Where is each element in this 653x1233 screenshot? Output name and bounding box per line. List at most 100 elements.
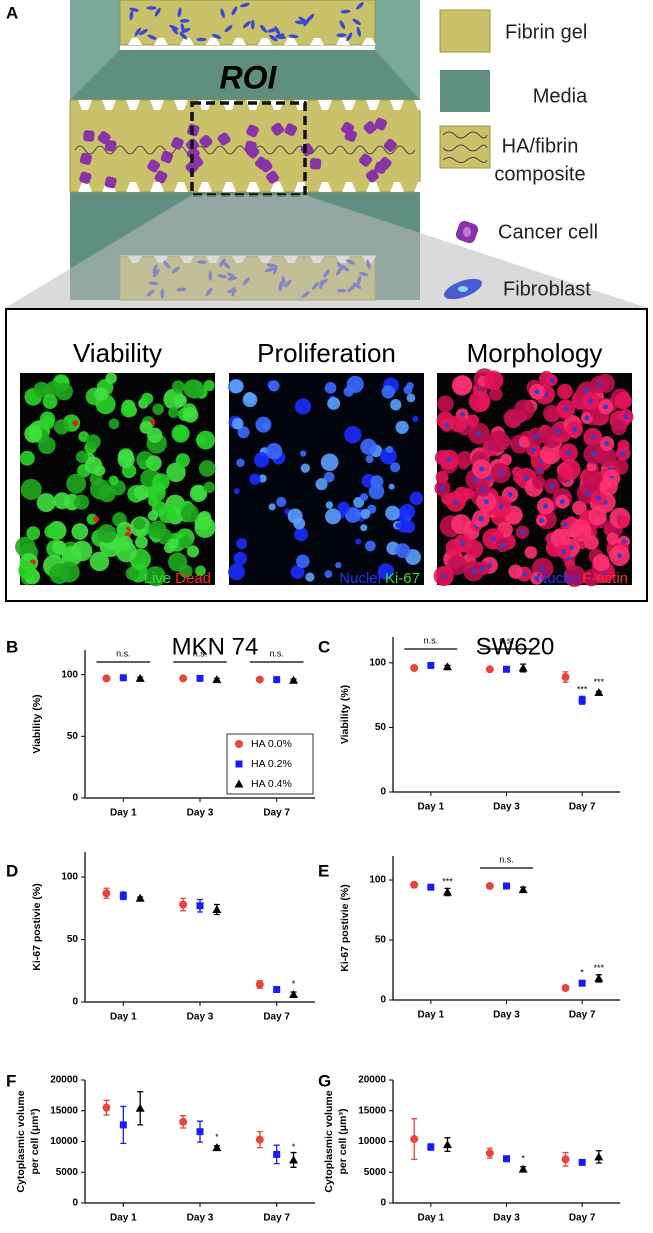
diagram-legend [439,9,491,300]
significance-star: * [521,1154,525,1164]
significance-star: * [292,979,296,989]
panel-letter: E [318,861,329,880]
y-tick-label: 0 [72,793,78,804]
stain-label: Live [144,570,172,587]
legend-label: Cancer cell [498,221,598,243]
x-tick-label: Day 7 [569,1213,596,1224]
data-point [518,885,528,894]
x-tick-label: Day 3 [493,802,520,813]
data-point [255,675,264,684]
y-axis-label: Cytoplasmic volume [15,1090,27,1192]
data-point [485,665,494,674]
chart-panel: G 0 5000 10000 15000 20000 Cytoplasmic volume p… [318,1071,620,1224]
x-tick-label: Day 1 [417,1010,444,1021]
significance-star: * [580,968,584,978]
data-point [119,1121,127,1129]
image-title: Morphology [467,338,603,368]
data-point [273,1150,281,1158]
y-tick-label: 10000 [50,1136,78,1147]
y-tick-label: 0 [380,1198,386,1209]
data-point [427,661,435,669]
panel-letter: G [318,1071,331,1090]
x-tick-label: Day 7 [263,1213,290,1224]
data-point [235,740,243,748]
significance-label: n.s. [424,635,439,645]
data-point [119,892,127,900]
data-point [578,1158,586,1166]
x-tick-label: Day 7 [569,1010,596,1021]
x-tick-label: Day 3 [493,1213,520,1224]
data-point [135,1103,145,1112]
stain-label: Nuclei [339,570,381,587]
significance-star: *** [594,677,605,687]
data-point [255,980,264,989]
data-point [410,664,419,672]
y-tick-label: 5000 [364,1167,387,1178]
x-tick-label: Day 1 [417,802,444,813]
data-point [196,674,204,682]
significance-label: n.s. [499,635,514,645]
y-axis-label: Viability (%) [339,685,351,744]
chart-panel: F 0 5000 10000 15000 20000 Cytoplasmic volume p… [6,1071,315,1224]
x-tick-label: Day 1 [417,1213,444,1224]
y-tick-label: 20000 [358,1075,386,1086]
legend-label: HA/fibrin [502,135,579,157]
data-point [119,674,127,682]
data-point [561,984,570,992]
data-point [196,902,204,910]
data-point [594,973,604,982]
data-point [102,1103,111,1112]
x-tick-label: Day 3 [493,1010,520,1021]
panel-letter: A [6,3,18,22]
x-tick-label: Day 3 [187,808,214,819]
significance-star: *** [594,963,605,973]
data-point [518,663,528,672]
data-point [410,880,419,889]
y-tick-label: 5000 [56,1167,79,1178]
data-point [485,882,494,890]
stain-label: Nuclei [536,570,578,587]
data-point [289,1155,299,1164]
stain-label: Dead [175,570,211,587]
panel-letter: C [318,637,330,656]
panel-letter: F [6,1071,16,1090]
data-point [212,1143,222,1152]
legend-label: HA 0.4% [251,778,292,790]
y-tick-label: 100 [369,875,386,886]
data-point [485,1149,494,1158]
data-point [234,779,244,788]
data-point [179,900,188,909]
roi-label: ROI [220,59,278,95]
data-point [410,1135,419,1144]
stain-label: F-actin [582,570,628,587]
image-title: Proliferation [257,338,396,368]
data-point [235,760,243,768]
chart-panel: C SW620 0 50 100 Viability (%) Day 1 n.s. Day 3 n… [318,633,620,813]
data-point [289,675,299,684]
y-tick-label: 50 [67,934,79,945]
y-tick-label: 15000 [358,1105,386,1116]
legend-label: HA 0.0% [251,738,292,750]
image-title: Viability [73,338,162,368]
chart-panel: B MKN 74 0 50 100 Viability (%) Day 1 n.s. Day 3… [6,633,315,819]
x-tick-label: Day 1 [110,1012,137,1023]
x-tick-label: Day 3 [187,1012,214,1023]
stain-label: Ki-67 [385,570,420,587]
data-point [212,675,222,684]
legend-label: HA 0.2% [251,758,292,770]
data-point [503,665,510,673]
image-caption: Nuclei F-actin [536,570,628,587]
data-point [503,1155,510,1163]
y-tick-label: 20000 [50,1075,78,1086]
data-point [196,1128,204,1136]
x-tick-label: Day 7 [569,802,596,813]
x-tick-label: Day 3 [187,1213,214,1224]
image-caption: Live Dead [144,570,211,587]
data-point [594,688,604,697]
y-tick-label: 100 [369,657,386,668]
data-point [561,673,570,682]
y-tick-label: 50 [375,722,387,733]
chart-title: MKN 74 [172,633,259,660]
significance-star: * [292,1142,296,1152]
